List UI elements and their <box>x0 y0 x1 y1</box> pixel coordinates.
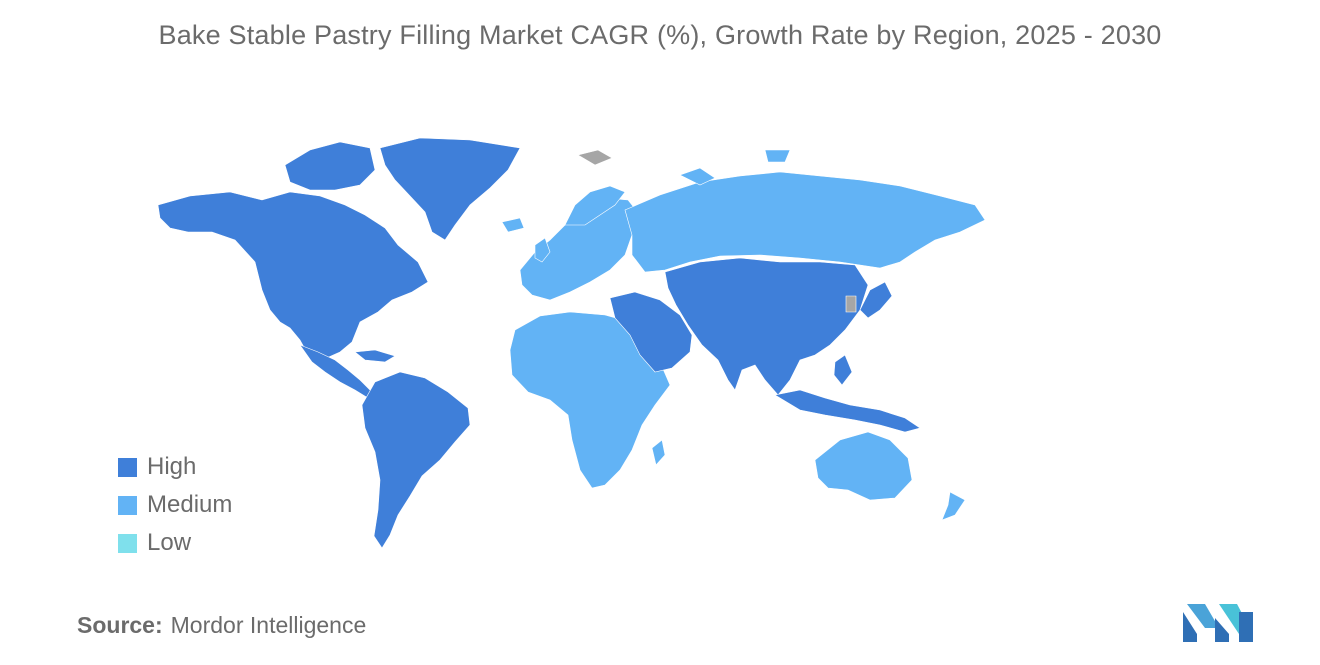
region-south-america <box>361 371 471 549</box>
region-russia-islands <box>679 149 791 186</box>
legend-label-high: High <box>147 453 197 480</box>
legend-item-low: Low <box>118 524 232 562</box>
region-japan <box>859 281 893 319</box>
region-australia <box>814 431 913 501</box>
region-se-asia <box>774 389 921 433</box>
legend-swatch-medium <box>118 495 137 515</box>
region-greenland <box>379 137 521 241</box>
source-value: Mordor Intelligence <box>170 612 367 638</box>
legend: High Medium Low <box>118 448 232 562</box>
region-new-zealand <box>941 491 966 521</box>
mordor-intelligence-logo-icon <box>1183 604 1253 642</box>
region-scandinavia <box>564 185 626 226</box>
region-iceland <box>501 217 525 233</box>
legend-label-medium: Medium <box>147 491 233 518</box>
legend-item-medium: Medium <box>118 486 232 524</box>
region-caribbean <box>354 349 396 363</box>
legend-label-low: Low <box>147 529 192 556</box>
source-label: Source: <box>77 612 163 638</box>
source-line: Source: Mordor Intelligence <box>77 612 366 639</box>
region-uk <box>534 237 551 263</box>
region-asia <box>664 257 869 396</box>
legend-swatch-high <box>118 457 137 477</box>
region-philippines <box>833 354 853 386</box>
region-korea <box>845 295 857 313</box>
legend-swatch-low <box>118 533 137 553</box>
legend-item-high: High <box>118 448 232 486</box>
region-svalbard <box>577 149 613 166</box>
region-north-america <box>157 191 429 361</box>
region-canada-arctic <box>284 141 376 191</box>
chart-title: Bake Stable Pastry Filling Market CAGR (… <box>158 20 1162 50</box>
region-russia <box>624 171 986 273</box>
region-madagascar <box>651 439 666 466</box>
region-middle-east <box>609 291 693 373</box>
